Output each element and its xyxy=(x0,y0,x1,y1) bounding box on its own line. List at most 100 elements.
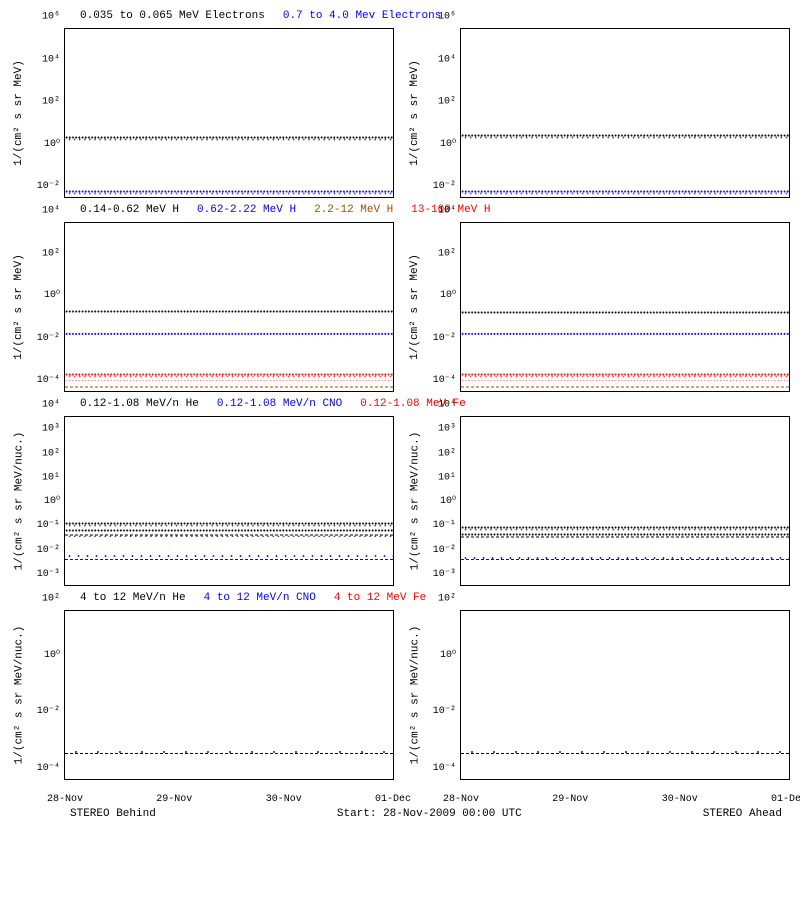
y-tick: 10⁻² xyxy=(433,332,456,344)
y-tick: 10⁻² xyxy=(37,180,60,192)
data-series xyxy=(65,772,393,776)
series-label: 2.2-12 MeV H xyxy=(314,204,393,216)
y-tick: 10¹ xyxy=(438,472,456,483)
series-label: 0.035 to 0.065 MeV Electrons xyxy=(80,10,265,22)
y-tick: 10⁰ xyxy=(440,495,456,507)
x-tick: 29-Nov xyxy=(552,794,588,805)
plot-area xyxy=(64,28,394,198)
plot-area xyxy=(460,28,790,198)
plot-area xyxy=(64,610,394,780)
series-label: 4 to 12 MeV Fe xyxy=(334,592,426,604)
y-tick: 10² xyxy=(438,594,456,605)
y-tick: 10⁻⁴ xyxy=(433,374,456,386)
x-tick: 30-Nov xyxy=(266,794,302,805)
series-label: 0.62-2.22 MeV H xyxy=(197,204,296,216)
y-tick: 10⁶ xyxy=(42,12,60,23)
y-tick: 10⁰ xyxy=(44,289,60,301)
data-series xyxy=(461,188,789,198)
chart-panel: 1/(cm² s sr MeV)10⁻⁴10⁻²10⁰10²10⁴ xyxy=(406,222,790,392)
series-label: 0.7 to 4.0 Mev Electrons xyxy=(283,10,441,22)
data-series xyxy=(461,524,789,536)
y-tick: 10⁻² xyxy=(433,180,456,192)
y-tick: 10² xyxy=(438,448,456,459)
y-tick: 10² xyxy=(42,448,60,459)
y-tick: 10⁴ xyxy=(438,54,456,65)
chart-panel: 1/(cm² s sr MeV)10⁻²10⁰10²10⁴10⁶ xyxy=(406,28,790,198)
y-tick: 10⁻⁴ xyxy=(433,762,456,774)
y-axis-ticks: 10⁻²10⁰10²10⁴10⁶ xyxy=(424,28,460,198)
y-axis-label: 1/(cm² s sr MeV) xyxy=(13,254,25,360)
y-tick: 10⁻² xyxy=(37,544,60,556)
plot-area xyxy=(64,222,394,392)
y-tick: 10⁴ xyxy=(438,206,456,217)
y-tick: 10⁻² xyxy=(37,332,60,344)
data-series xyxy=(461,537,789,542)
x-tick: 01-Dec xyxy=(375,794,411,805)
data-series xyxy=(65,387,393,392)
y-axis-label: 1/(cm² s sr MeV) xyxy=(409,60,421,166)
plot-area xyxy=(460,610,790,780)
y-tick: 10⁴ xyxy=(42,206,60,217)
y-axis-ticks: 10⁻⁴10⁻²10⁰10²10⁴ xyxy=(28,222,64,392)
y-tick: 10⁴ xyxy=(438,400,456,411)
series-label: 0.12-1.08 MeV/n CNO xyxy=(217,398,342,410)
data-series xyxy=(461,331,789,336)
y-tick: 10⁴ xyxy=(42,54,60,65)
data-series xyxy=(65,520,393,534)
footer-left: STEREO Behind xyxy=(70,808,156,820)
y-tick: 10⁰ xyxy=(440,649,456,661)
y-axis-ticks: 10⁻⁴10⁻²10⁰10²10⁴ xyxy=(424,222,460,392)
y-tick: 10⁻¹ xyxy=(433,519,456,531)
plot-area xyxy=(460,416,790,586)
chart-panel: 1/(cm² s sr MeV)10⁻²10⁰10²10⁴10⁶ xyxy=(10,28,394,198)
row-title: 4 to 12 MeV/n He4 to 12 MeV/n CNO4 to 12… xyxy=(10,592,790,604)
data-series xyxy=(461,387,789,392)
y-tick: 10⁴ xyxy=(42,400,60,411)
data-series xyxy=(461,371,789,381)
row-title: 0.12-1.08 MeV/n He0.12-1.08 MeV/n CNO0.1… xyxy=(10,398,790,410)
y-tick: 10⁻⁴ xyxy=(37,374,60,386)
y-axis-label: 1/(cm² s sr MeV) xyxy=(13,60,25,166)
footer-center: Start: 28-Nov-2009 00:00 UTC xyxy=(337,808,522,820)
data-series xyxy=(65,535,393,540)
y-axis-ticks: 10⁻⁴10⁻²10⁰10² xyxy=(424,610,460,780)
plot-area xyxy=(460,222,790,392)
data-series xyxy=(65,134,393,142)
footer-right: STEREO Ahead xyxy=(703,808,782,820)
series-label: 0.14-0.62 MeV H xyxy=(80,204,179,216)
plot-area xyxy=(64,416,394,586)
chart-panel: 1/(cm² s sr MeV/nuc.)10⁻⁴10⁻²10⁰10²28-No… xyxy=(406,610,790,780)
y-tick: 10³ xyxy=(438,424,456,435)
chart-panel: 1/(cm² s sr MeV/nuc.)10⁻⁴10⁻²10⁰10²28-No… xyxy=(10,610,394,780)
y-axis-ticks: 10⁻³10⁻²10⁻¹10⁰10¹10²10³10⁴ xyxy=(28,416,64,586)
y-tick: 10² xyxy=(438,248,456,259)
y-tick: 10² xyxy=(438,97,456,108)
series-label: 4 to 12 MeV/n CNO xyxy=(204,592,316,604)
data-series xyxy=(65,308,393,314)
x-tick: 28-Nov xyxy=(443,794,479,805)
y-tick: 10² xyxy=(42,248,60,259)
y-tick: 10⁶ xyxy=(438,12,456,23)
data-series xyxy=(461,772,789,776)
y-tick: 10¹ xyxy=(42,472,60,483)
data-series xyxy=(461,753,789,757)
data-series xyxy=(65,551,393,557)
data-series xyxy=(65,331,393,336)
row-title: 0.14-0.62 MeV H 0.62-2.22 MeV H 2.2-12 MeV… xyxy=(10,204,790,216)
row-title: 0.035 to 0.065 MeV Electrons 0.7 to 4.0 M… xyxy=(10,10,790,22)
y-axis-label: 1/(cm² s sr MeV) xyxy=(409,254,421,360)
y-tick: 10⁻¹ xyxy=(37,519,60,531)
y-axis-ticks: 10⁻⁴10⁻²10⁰10² xyxy=(28,610,64,780)
y-axis-ticks: 10⁻³10⁻²10⁻¹10⁰10¹10²10³10⁴ xyxy=(424,416,460,586)
y-tick: 10⁻² xyxy=(433,544,456,556)
y-tick: 10² xyxy=(42,97,60,108)
y-axis-label: 1/(cm² s sr MeV/nuc.) xyxy=(409,432,421,571)
y-tick: 10⁻³ xyxy=(433,568,456,580)
chart-grid: 0.035 to 0.065 MeV Electrons 0.7 to 4.0 M… xyxy=(10,10,790,790)
chart-panel: 1/(cm² s sr MeV/nuc.)10⁻³10⁻²10⁻¹10⁰10¹1… xyxy=(10,416,394,586)
series-label: 0.12-1.08 MeV/n He xyxy=(80,398,199,410)
x-tick: 01-Dec xyxy=(771,794,800,805)
x-tick: 30-Nov xyxy=(662,794,698,805)
data-series xyxy=(65,188,393,198)
data-series xyxy=(461,309,789,317)
